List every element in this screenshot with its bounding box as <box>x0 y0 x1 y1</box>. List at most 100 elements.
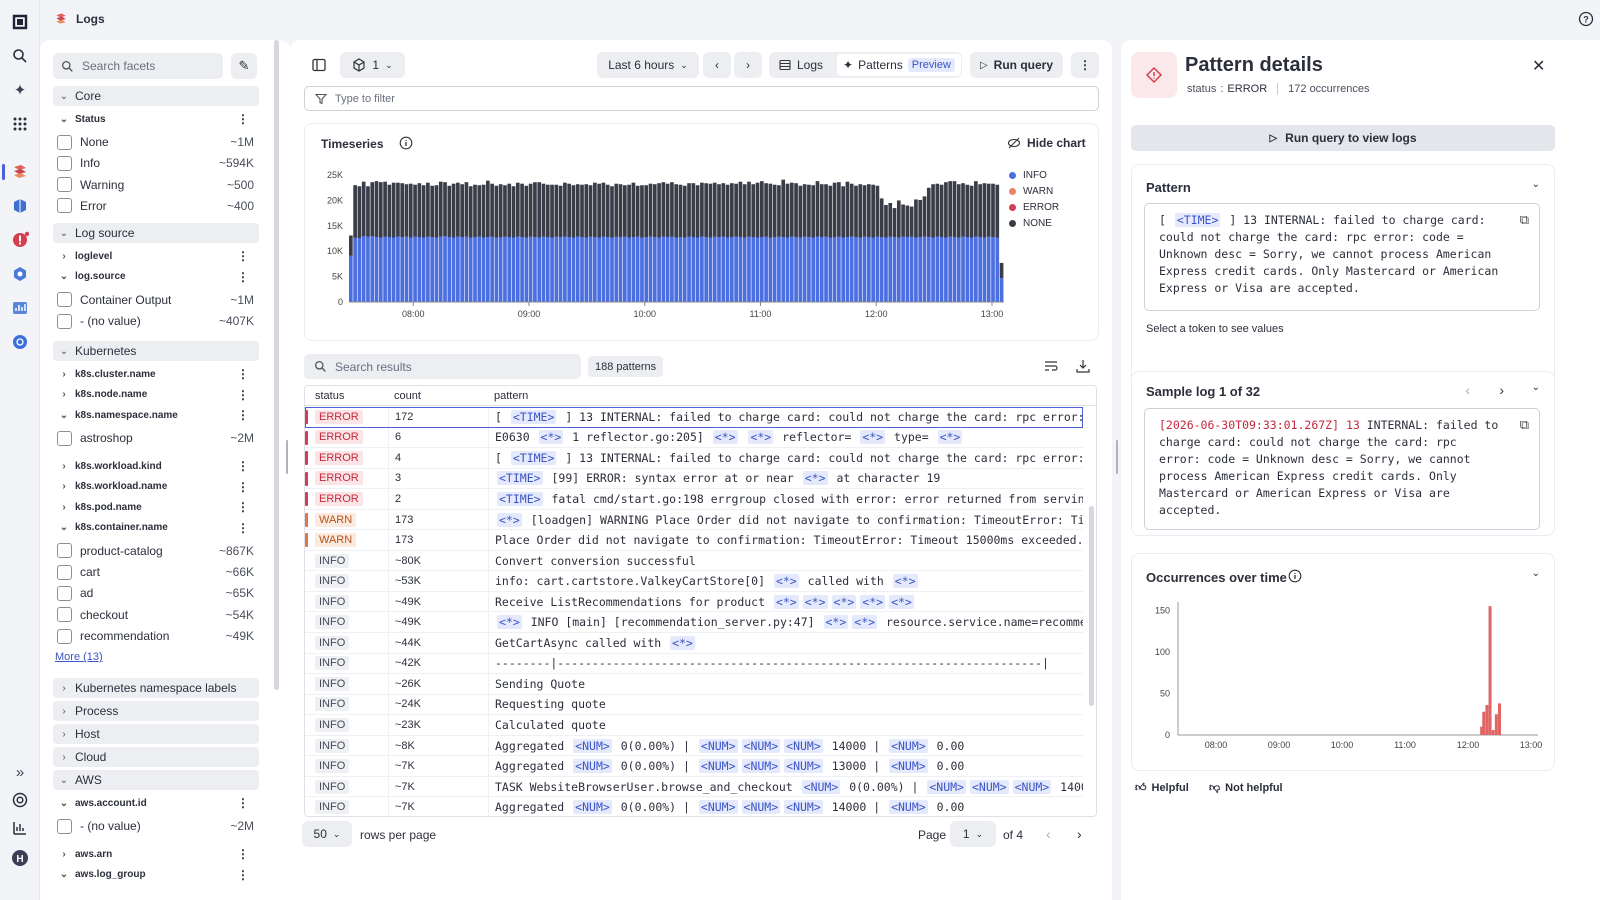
analytics-icon[interactable] <box>10 818 30 838</box>
kebab-icon[interactable]: ⋮ <box>237 847 249 862</box>
table-row[interactable]: WARN 173 Place Order did not navigate to c… <box>305 530 1083 551</box>
table-row[interactable]: INFO ~8K Aggregated <NUM> 0(0.00%) | <NUM>… <box>305 735 1083 757</box>
pattern-token[interactable]: <NUM> <box>573 800 612 815</box>
pattern-token[interactable]: <*> <box>831 594 857 609</box>
column-pattern[interactable]: pattern <box>494 389 529 402</box>
filter-input[interactable]: Type to filter <box>304 86 1099 111</box>
facet-value[interactable]: ad ~65K <box>53 583 259 603</box>
facet-k8s-pod[interactable]: › k8s.pod.name ⋮ <box>53 497 259 517</box>
facet-value[interactable]: recommendation ~49K <box>53 626 259 646</box>
pattern-token[interactable]: <NUM> <box>801 779 841 794</box>
expand-icon[interactable]: » <box>15 763 25 781</box>
facet-k8s-workload-name[interactable]: › k8s.workload.name ⋮ <box>53 477 259 497</box>
pattern-token[interactable]: <*> <box>802 594 828 609</box>
facets-scrollbar[interactable] <box>274 40 279 690</box>
copy-icon[interactable]: ⧉ <box>1519 213 1529 228</box>
table-row[interactable]: ERROR 4[ <TIME> ] 13 INTERNAL: failed to … <box>305 448 1083 469</box>
pattern-token[interactable]: <TIME> <box>1174 213 1221 227</box>
sample-log-box[interactable]: [2026-06-30T09:33:01.267Z] 13 INTERNAL: … <box>1144 408 1540 530</box>
checkbox[interactable] <box>57 292 72 308</box>
rows-per-page-select[interactable]: 50 ⌄ <box>302 821 352 847</box>
problems-app-icon[interactable] <box>10 230 30 250</box>
dynatrace-logo-icon[interactable] <box>10 12 30 32</box>
table-row[interactable]: INFO ~44K GetCartAsync called with <*> <box>305 633 1083 654</box>
checkbox[interactable] <box>57 818 72 834</box>
facet-group-host[interactable]: › Host <box>53 724 259 745</box>
next-sample-button[interactable]: › <box>1499 382 1504 398</box>
kubernetes-app-icon[interactable] <box>10 332 30 352</box>
dashboards-app-icon[interactable] <box>10 298 30 318</box>
facet-value[interactable]: checkout ~54K <box>53 605 259 625</box>
column-count[interactable]: count <box>394 389 421 402</box>
tab-logs[interactable]: Logs <box>771 54 831 76</box>
next-page-button[interactable]: › <box>1077 826 1082 842</box>
page-select[interactable]: 1 ⌄ <box>950 821 996 847</box>
info-icon[interactable] <box>399 136 413 153</box>
facet-group-aws[interactable]: ⌄ AWS <box>53 770 259 791</box>
pattern-token[interactable]: <*> <box>852 615 878 630</box>
table-row[interactable]: WARN 173 <*> [loadgen] WARNING Place Order… <box>305 509 1083 531</box>
pattern-token[interactable]: <NUM> <box>927 779 966 794</box>
run-query-to-view-logs-button[interactable]: ▷ Run query to view logs <box>1131 125 1555 151</box>
table-row[interactable]: INFO ~26K Sending Quote <box>305 674 1083 695</box>
kebab-icon[interactable]: ⋮ <box>237 112 249 126</box>
pattern-token[interactable]: <NUM> <box>573 759 612 774</box>
pattern-token[interactable]: <*> <box>773 574 799 589</box>
table-row[interactable]: INFO ~24K Requesting quote <box>305 694 1083 716</box>
table-row[interactable]: INFO ~49K Receive ListRecommendations for … <box>305 591 1083 613</box>
pattern-token[interactable]: <NUM> <box>741 759 781 774</box>
apps-grid-icon[interactable] <box>10 114 30 134</box>
facet-group-cloud[interactable]: › Cloud <box>53 747 259 768</box>
facet-aws-account[interactable]: ⌄ aws.account.id ⋮ <box>53 793 259 813</box>
previous-timeframe-button[interactable]: ‹ <box>703 52 731 78</box>
previous-sample-button[interactable]: ‹ <box>1465 382 1470 398</box>
pattern-token[interactable]: <*> <box>889 594 914 609</box>
pattern-token[interactable]: <NUM> <box>1012 779 1052 794</box>
checkbox[interactable] <box>57 430 72 446</box>
facet-k8s-namespace[interactable]: ⌄ k8s.namespace.name ⋮ <box>53 405 259 425</box>
table-row[interactable]: ERROR 3 <TIME> [99] ERROR: syntax error at… <box>305 468 1083 490</box>
checkbox[interactable] <box>57 585 72 601</box>
kebab-icon[interactable]: ⋮ <box>237 269 249 284</box>
legend-item[interactable]: WARN <box>1009 186 1059 197</box>
pattern-token[interactable]: <TIME> <box>510 409 557 424</box>
close-button[interactable]: ✕ <box>1532 56 1545 76</box>
facet-value[interactable]: Error ~400 <box>53 196 259 216</box>
facet-group-log-source[interactable]: ⌄ Log source <box>53 223 259 244</box>
pattern-token[interactable]: <*> <box>748 430 774 445</box>
table-row[interactable]: INFO ~7K Aggregated <NUM> 0(0.00%) | <NUM>… <box>305 797 1083 816</box>
pattern-token[interactable]: <NUM> <box>698 738 738 753</box>
facet-group-core[interactable]: ⌄ Core <box>53 86 259 106</box>
table-row[interactable]: INFO ~23K Calculated quote <box>305 715 1083 736</box>
previous-page-button[interactable]: ‹ <box>1046 826 1051 842</box>
pattern-token[interactable]: <NUM> <box>741 800 781 815</box>
kebab-icon[interactable]: ⋮ <box>237 367 249 382</box>
services-app-icon[interactable] <box>10 264 30 284</box>
legend-item[interactable]: INFO <box>1009 170 1059 181</box>
checkbox[interactable] <box>57 134 72 150</box>
pattern-token[interactable]: <NUM> <box>784 800 823 815</box>
table-row[interactable]: INFO ~80K Convert conversion successful <box>305 550 1083 572</box>
checkbox[interactable] <box>57 564 72 580</box>
info-icon[interactable] <box>1288 569 1302 586</box>
results-search-input[interactable]: Search results <box>304 354 581 379</box>
pattern-token[interactable]: <NUM> <box>698 759 738 774</box>
pattern-token[interactable]: <NUM> <box>969 779 1009 794</box>
help-icon[interactable]: ? <box>1578 11 1594 30</box>
facet-k8s-container[interactable]: ⌄ k8s.container.name ⋮ <box>53 518 259 538</box>
search-icon[interactable] <box>10 46 30 66</box>
table-row[interactable]: ERROR 172[ <TIME> ] 13 INTERNAL: failed t… <box>305 407 1083 428</box>
facet-k8s-node[interactable]: › k8s.node.name ⋮ <box>53 385 259 405</box>
table-row[interactable]: INFO ~7K TASK WebsiteBrowserUser.browse_an… <box>305 776 1083 798</box>
pattern-token[interactable]: <*> <box>892 574 918 589</box>
kebab-icon[interactable]: ⋮ <box>237 796 249 811</box>
sparkle-icon[interactable]: ✦ <box>13 82 27 99</box>
checkbox[interactable] <box>57 198 72 214</box>
facet-status[interactable]: ⌄ Status ⋮ <box>53 109 259 129</box>
edit-facets-button[interactable]: ✎ <box>231 53 257 79</box>
facet-group-kubernetes[interactable]: ⌄ Kubernetes <box>53 341 259 362</box>
table-row[interactable]: INFO ~7K Aggregated <NUM> 0(0.00%) | <NUM>… <box>305 756 1083 777</box>
pattern-token[interactable]: <*> <box>823 615 849 630</box>
user-avatar[interactable]: H <box>10 848 30 868</box>
facet-value[interactable]: Info ~594K <box>53 153 259 173</box>
